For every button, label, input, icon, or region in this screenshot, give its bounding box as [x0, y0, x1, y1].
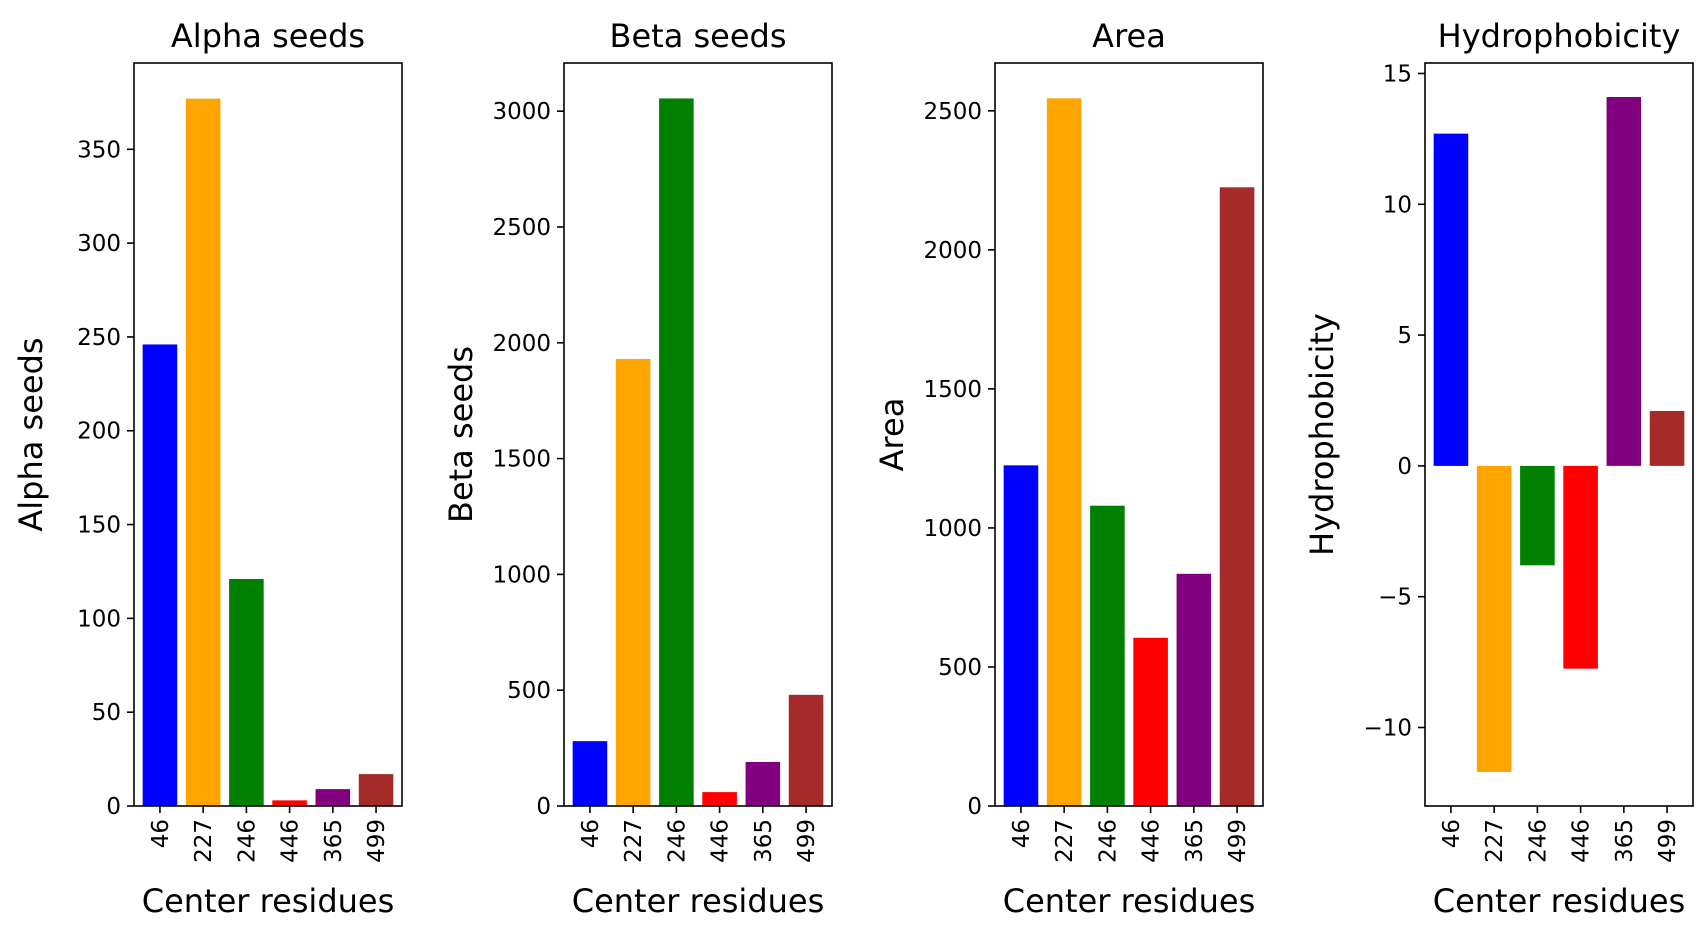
axes-frame	[563, 62, 833, 807]
bar-446	[1133, 637, 1168, 806]
y-tick-label: 0	[1397, 454, 1412, 480]
x-tick-label: 227	[191, 819, 217, 863]
bar-499	[1219, 187, 1255, 807]
y-tick-label: 0	[967, 794, 982, 820]
x-tick-label: 46	[1439, 819, 1465, 848]
x-axis-label: Center residues	[572, 882, 825, 920]
x-tick-label: 46	[578, 819, 604, 848]
bar-365	[745, 761, 781, 806]
bar-46	[142, 344, 178, 806]
x-tick-label: 499	[1655, 819, 1681, 863]
bar-446	[702, 792, 737, 806]
x-tick-label: 46	[148, 819, 174, 848]
bar-227	[1476, 465, 1512, 772]
y-tick-label: −5	[1378, 585, 1412, 611]
x-tick-label: 446	[1139, 819, 1165, 863]
y-tick-label: 2500	[492, 215, 551, 241]
y-tick-label: 15	[1383, 61, 1412, 87]
axes-frame	[1424, 62, 1694, 807]
y-tick-label: 200	[77, 419, 121, 445]
y-tick-label: 100	[77, 606, 121, 632]
y-axis-label: Hydrophobicity	[1303, 313, 1341, 556]
x-tick-label: 365	[751, 819, 777, 863]
bar-46	[1433, 133, 1469, 466]
y-axis-label: Alpha seeds	[12, 337, 50, 531]
y-tick-label: 2000	[492, 331, 551, 357]
bar-365	[315, 789, 351, 806]
x-axis-label: Center residues	[1003, 882, 1256, 920]
bar-227	[185, 98, 221, 806]
x-tick-label: 246	[234, 819, 260, 863]
x-tick-label: 446	[278, 819, 304, 863]
y-tick-label: 2000	[923, 238, 982, 264]
y-axis-label: Area	[873, 398, 911, 472]
x-tick-label: 227	[621, 819, 647, 863]
bar-499	[1649, 410, 1685, 466]
x-tick-label: 499	[1225, 819, 1251, 863]
y-tick-label: 1500	[923, 377, 982, 403]
panel-alpha-seeds: Alpha seeds Alpha seeds Center residues …	[12, 17, 403, 920]
chart-title: Hydrophobicity	[1438, 17, 1681, 55]
x-axis-label: Center residues	[1433, 882, 1686, 920]
bar-365	[1606, 97, 1642, 466]
bar-246	[1520, 465, 1555, 566]
y-tick-label: 3000	[492, 99, 551, 125]
panel-hydrophobicity: Hydrophobicity Hydrophobicity Center res…	[1303, 17, 1694, 920]
y-tick-label: 50	[92, 700, 121, 726]
y-tick-label: 10	[1383, 192, 1412, 218]
y-tick-label: 1000	[923, 516, 982, 542]
x-tick-label: 365	[1182, 819, 1208, 863]
y-axis-label: Beta seeds	[442, 346, 480, 523]
bar-227	[615, 359, 651, 806]
x-tick-label: 46	[1009, 819, 1035, 848]
x-tick-label: 365	[1612, 819, 1638, 863]
x-tick-label: 227	[1482, 819, 1508, 863]
y-tick-label: 5	[1397, 323, 1412, 349]
y-tick-label: 0	[536, 794, 551, 820]
panel-beta-seeds: Beta seeds Beta seeds Center residues 0 5…	[442, 17, 833, 920]
x-tick-label: 246	[1095, 819, 1121, 863]
bar-46	[1003, 465, 1039, 806]
chart-title: Alpha seeds	[171, 17, 365, 55]
y-tick-label: −10	[1363, 716, 1412, 742]
x-tick-label: 446	[1569, 819, 1595, 863]
axes-frame	[994, 62, 1264, 807]
y-tick-label: 500	[507, 678, 551, 704]
y-tick-label: 0	[106, 794, 121, 820]
y-tick-label: 250	[77, 325, 121, 351]
chart-title: Beta seeds	[610, 17, 787, 55]
axes-frame	[133, 62, 403, 807]
y-tick-label: 300	[77, 231, 121, 257]
y-tick-label: 150	[77, 513, 121, 539]
x-tick-label: 246	[664, 819, 690, 863]
bar-446	[272, 800, 307, 806]
bar-499	[358, 774, 394, 806]
x-tick-label: 446	[708, 819, 734, 863]
panel-area: Area Area Center residues 0 500 1000 1500 20…	[873, 17, 1264, 920]
chart-title: Area	[1092, 17, 1166, 55]
bar-246	[659, 98, 694, 806]
y-tick-label: 1500	[492, 447, 551, 473]
bar-246	[229, 578, 264, 806]
bar-446	[1563, 465, 1598, 669]
x-tick-label: 227	[1052, 819, 1078, 863]
bar-246	[1090, 505, 1125, 806]
x-tick-label: 365	[321, 819, 347, 863]
y-tick-label: 350	[77, 137, 121, 163]
y-tick-label: 2500	[923, 99, 982, 125]
bar-46	[572, 741, 608, 806]
x-tick-label: 499	[364, 819, 390, 863]
x-tick-label: 499	[794, 819, 820, 863]
bar-365	[1176, 573, 1212, 806]
bar-499	[788, 694, 824, 806]
x-axis-label: Center residues	[142, 882, 395, 920]
y-tick-label: 500	[938, 655, 982, 681]
y-tick-label: 1000	[492, 562, 551, 588]
x-tick-label: 246	[1525, 819, 1551, 863]
bar-227	[1046, 98, 1082, 806]
